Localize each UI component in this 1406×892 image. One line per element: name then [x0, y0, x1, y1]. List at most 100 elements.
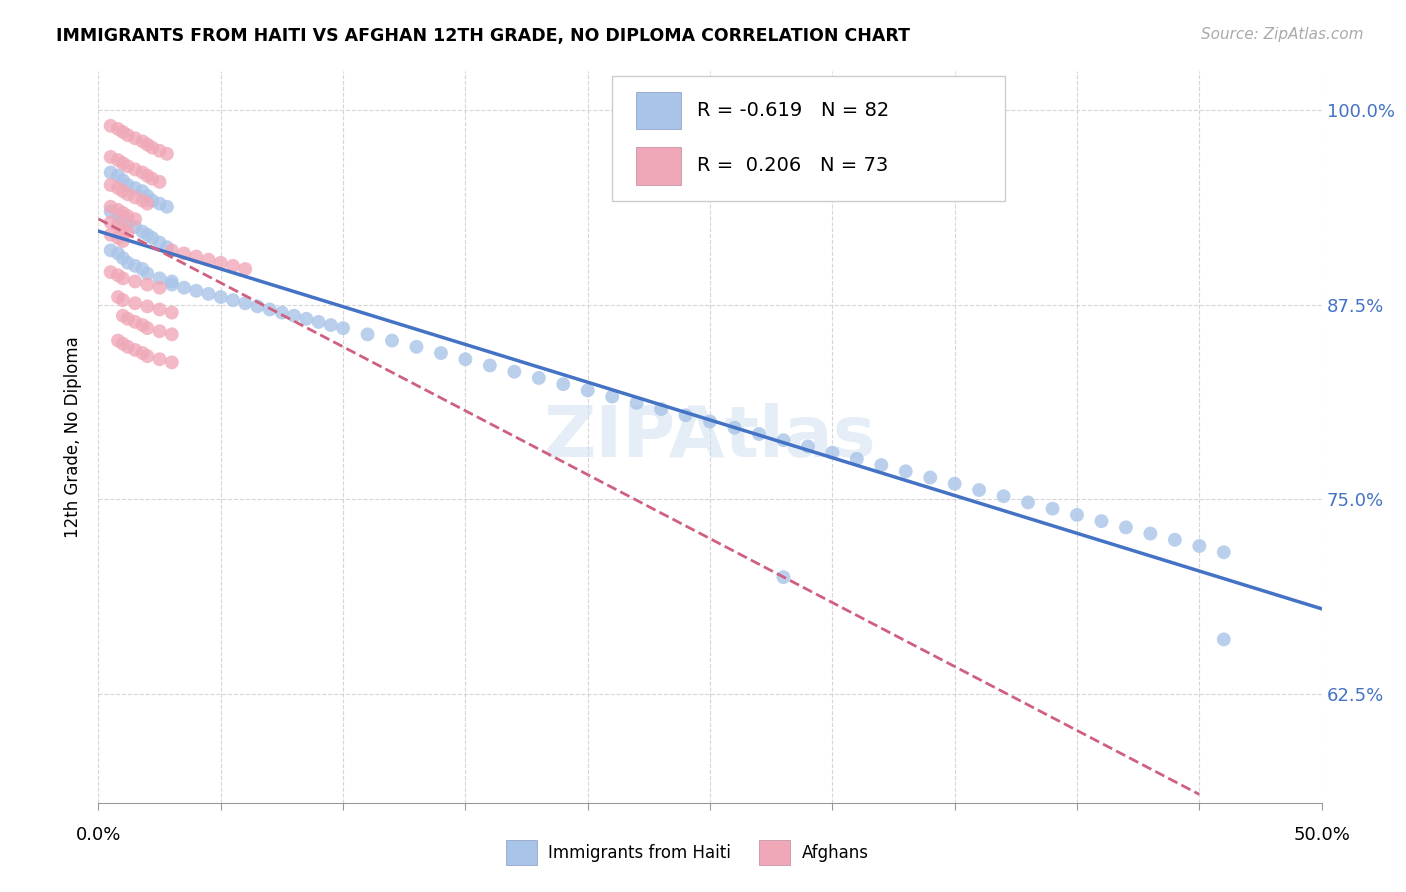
Point: [117, 340, 139, 354]
Point: [136, 349, 159, 363]
Point: [136, 267, 159, 281]
Point: [124, 259, 146, 273]
Point: [870, 458, 893, 472]
Point: [111, 173, 134, 187]
Point: [675, 409, 697, 423]
Point: [124, 219, 146, 234]
Point: [308, 315, 330, 329]
Point: [650, 402, 672, 417]
Point: [117, 178, 139, 192]
Point: [149, 235, 172, 250]
Point: [107, 334, 129, 348]
Point: [149, 144, 172, 158]
Point: [1212, 632, 1234, 647]
Point: [222, 293, 245, 307]
Text: Afghans: Afghans: [801, 844, 869, 862]
Point: [124, 343, 146, 357]
Point: [797, 439, 820, 453]
Point: [117, 311, 139, 326]
Point: [141, 140, 163, 154]
Point: [699, 415, 721, 429]
Point: [149, 196, 172, 211]
Point: [553, 377, 575, 392]
Point: [124, 296, 146, 310]
Point: [107, 153, 129, 167]
Point: [136, 189, 159, 203]
Point: [131, 318, 153, 332]
Point: [381, 334, 404, 348]
Point: [131, 194, 153, 208]
Point: [124, 315, 146, 329]
Point: [100, 150, 122, 164]
Point: [100, 178, 122, 192]
Point: [100, 119, 122, 133]
Point: [117, 159, 139, 173]
Point: [136, 277, 159, 292]
Point: [117, 209, 139, 223]
Point: [111, 234, 134, 248]
Point: [100, 200, 122, 214]
Point: [160, 244, 183, 258]
Text: ZIPAtlas: ZIPAtlas: [544, 402, 876, 472]
Point: [1042, 501, 1064, 516]
Point: [100, 215, 122, 229]
Point: [186, 284, 208, 298]
Point: [136, 321, 159, 335]
Text: Source: ZipAtlas.com: Source: ZipAtlas.com: [1201, 27, 1364, 42]
Point: [993, 489, 1015, 503]
Point: [197, 252, 219, 267]
Point: [1017, 495, 1039, 509]
Point: [772, 570, 794, 584]
Point: [600, 390, 623, 404]
Text: Immigrants from Haiti: Immigrants from Haiti: [548, 844, 731, 862]
Point: [111, 271, 134, 285]
Point: [117, 128, 139, 143]
Point: [111, 184, 134, 198]
Point: [124, 131, 146, 145]
Point: [136, 227, 159, 242]
Point: [283, 309, 305, 323]
Point: [259, 302, 281, 317]
Point: [111, 309, 134, 323]
Point: [131, 135, 153, 149]
Point: [967, 483, 990, 497]
Point: [149, 175, 172, 189]
Point: [111, 212, 134, 227]
Point: [107, 290, 129, 304]
Point: [1066, 508, 1088, 522]
Point: [107, 122, 129, 136]
Point: [107, 219, 129, 233]
Point: [117, 187, 139, 202]
Text: 0.0%: 0.0%: [76, 826, 121, 844]
Point: [160, 275, 183, 289]
Point: [405, 340, 427, 354]
Point: [111, 293, 134, 307]
Point: [430, 346, 453, 360]
Point: [100, 244, 122, 258]
Point: [1188, 539, 1211, 553]
Point: [124, 275, 146, 289]
Point: [124, 212, 146, 227]
Point: [503, 365, 526, 379]
Point: [356, 327, 378, 342]
Point: [845, 451, 868, 466]
Point: [576, 384, 599, 398]
Point: [107, 202, 129, 217]
Text: IMMIGRANTS FROM HAITI VS AFGHAN 12TH GRADE, NO DIPLOMA CORRELATION CHART: IMMIGRANTS FROM HAITI VS AFGHAN 12TH GRA…: [56, 27, 910, 45]
Point: [136, 299, 159, 313]
Point: [124, 162, 146, 177]
Point: [160, 327, 183, 342]
Point: [943, 476, 966, 491]
Point: [772, 433, 794, 447]
Point: [723, 421, 745, 435]
Point: [111, 156, 134, 170]
Point: [156, 200, 179, 214]
Point: [186, 250, 208, 264]
Point: [107, 181, 129, 195]
Point: [149, 352, 172, 367]
Point: [209, 290, 232, 304]
Point: [222, 259, 245, 273]
Point: [131, 346, 153, 360]
Point: [1115, 520, 1137, 534]
Point: [527, 371, 550, 385]
